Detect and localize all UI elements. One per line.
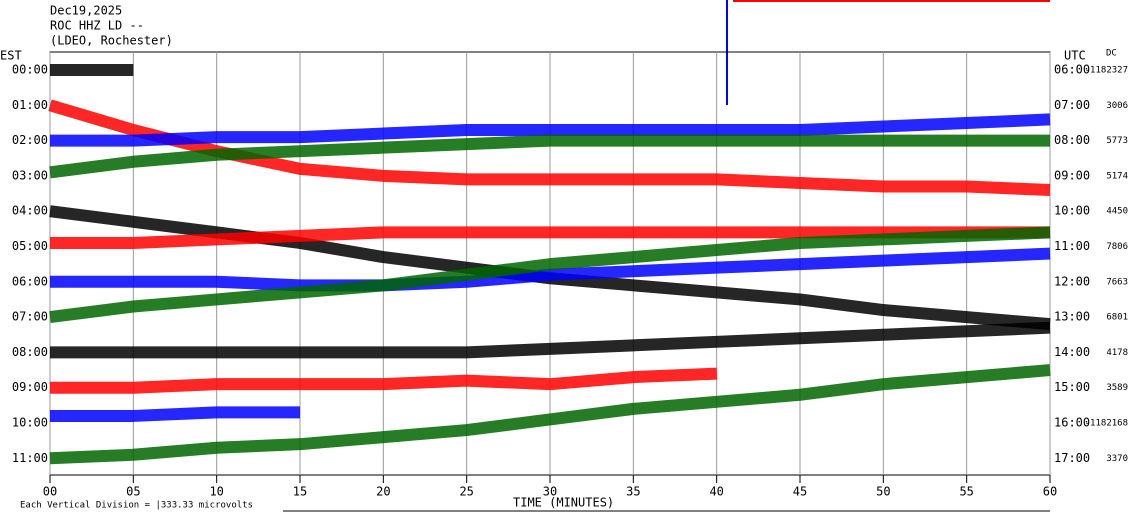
dc-value: 3370	[1106, 454, 1128, 464]
x-tick-label: 35	[626, 485, 640, 499]
date: Dec19,2025	[50, 4, 122, 18]
x-tick-label: 45	[793, 485, 807, 499]
utc-label: 08:00	[1054, 133, 1090, 147]
trace	[49, 364, 1051, 465]
dc-value: -1182327	[1085, 66, 1128, 76]
dc-value: 5773	[1106, 136, 1128, 146]
utc-label: 06:00	[1054, 63, 1090, 77]
x-tick-label: 15	[293, 485, 307, 499]
dc-value: 4178	[1106, 348, 1128, 358]
scale-note: Each Vertical Division = |333.33 microvo…	[20, 501, 253, 511]
x-tick-label: 50	[876, 485, 890, 499]
est-label: 10:00	[12, 416, 48, 430]
trace	[50, 406, 300, 422]
utc-label: 14:00	[1054, 345, 1090, 359]
trace	[49, 134, 1050, 179]
dc-value: 7806	[1106, 242, 1128, 252]
dc-title: DC	[1106, 49, 1117, 59]
utc-label: 13:00	[1054, 310, 1090, 324]
est-label: 07:00	[12, 310, 48, 324]
est-title: EST	[0, 49, 22, 63]
est-label: 01:00	[12, 98, 48, 112]
station-code: ROC HHZ LD --	[50, 19, 144, 33]
est-label: 04:00	[12, 204, 48, 218]
trace	[50, 226, 1050, 249]
dc-value: -1182168	[1085, 419, 1128, 429]
trace	[50, 321, 1051, 359]
x-tick-label: 25	[459, 485, 473, 499]
est-label: 08:00	[12, 345, 48, 359]
trace	[50, 247, 1051, 292]
dc-value: 5174	[1106, 171, 1128, 181]
x-tick-label: 10	[209, 485, 223, 499]
utc-label: 09:00	[1054, 168, 1090, 182]
est-label: 09:00	[12, 380, 48, 394]
station-name: (LDEO, Rochester)	[50, 34, 173, 48]
dc-value: 6801	[1106, 313, 1128, 323]
x-tick-label: 40	[709, 485, 723, 499]
dc-value: 3589	[1106, 383, 1128, 393]
x-axis-title: TIME (MINUTES)	[513, 496, 614, 510]
trace	[50, 367, 717, 394]
utc-label: 07:00	[1054, 98, 1090, 112]
utc-title: UTC	[1064, 49, 1086, 63]
x-tick-label: 30	[543, 485, 557, 499]
x-tick-label: 00	[43, 485, 57, 499]
dc-value: 7663	[1106, 277, 1128, 287]
est-label: 05:00	[12, 239, 48, 253]
dc-value: 3006	[1106, 101, 1128, 111]
utc-label: 17:00	[1054, 451, 1090, 465]
x-tick-label: 55	[959, 485, 973, 499]
trace	[49, 226, 1051, 324]
utc-label: 16:00	[1054, 416, 1090, 430]
utc-label: 10:00	[1054, 204, 1090, 218]
utc-label: 15:00	[1054, 380, 1090, 394]
est-label: 03:00	[12, 168, 48, 182]
x-tick-label: 60	[1043, 485, 1057, 499]
est-label: 02:00	[12, 133, 48, 147]
dc-value: 4450	[1106, 207, 1128, 217]
est-label: 11:00	[12, 451, 48, 465]
utc-label: 12:00	[1054, 274, 1090, 288]
utc-label: 11:00	[1054, 239, 1090, 253]
est-label: 06:00	[12, 274, 48, 288]
x-tick-label: 20	[376, 485, 390, 499]
trace	[50, 113, 1051, 147]
est-label: 00:00	[12, 63, 48, 77]
x-tick-label: 05	[126, 485, 140, 499]
